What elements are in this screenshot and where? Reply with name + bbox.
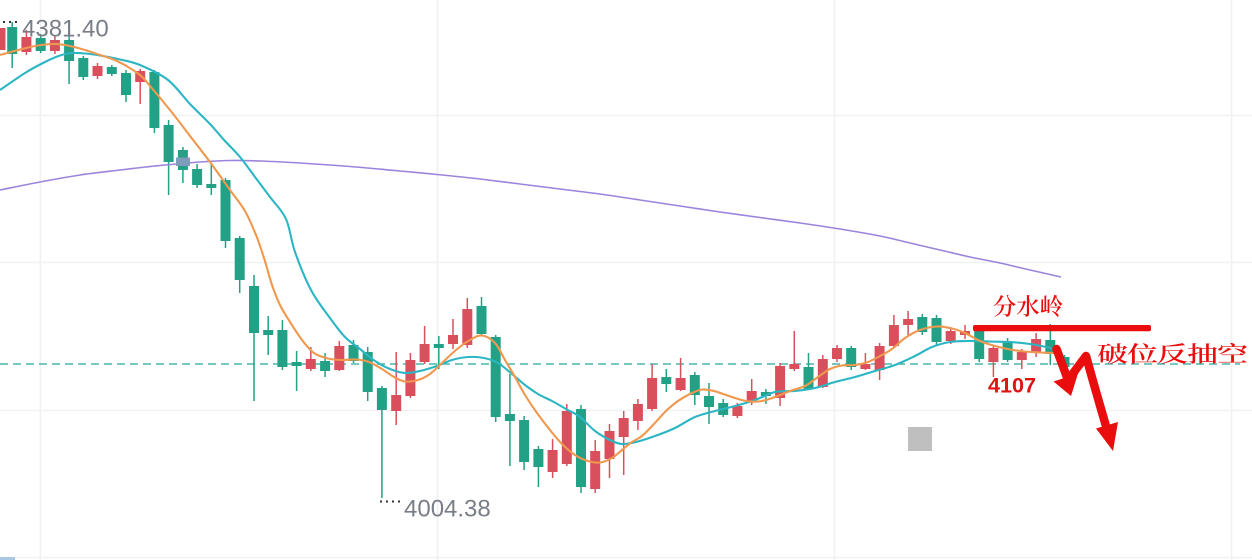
svg-text:4381.40: 4381.40: [22, 16, 109, 43]
svg-text:4107: 4107: [988, 372, 1036, 397]
svg-text:4004.38: 4004.38: [404, 496, 491, 523]
